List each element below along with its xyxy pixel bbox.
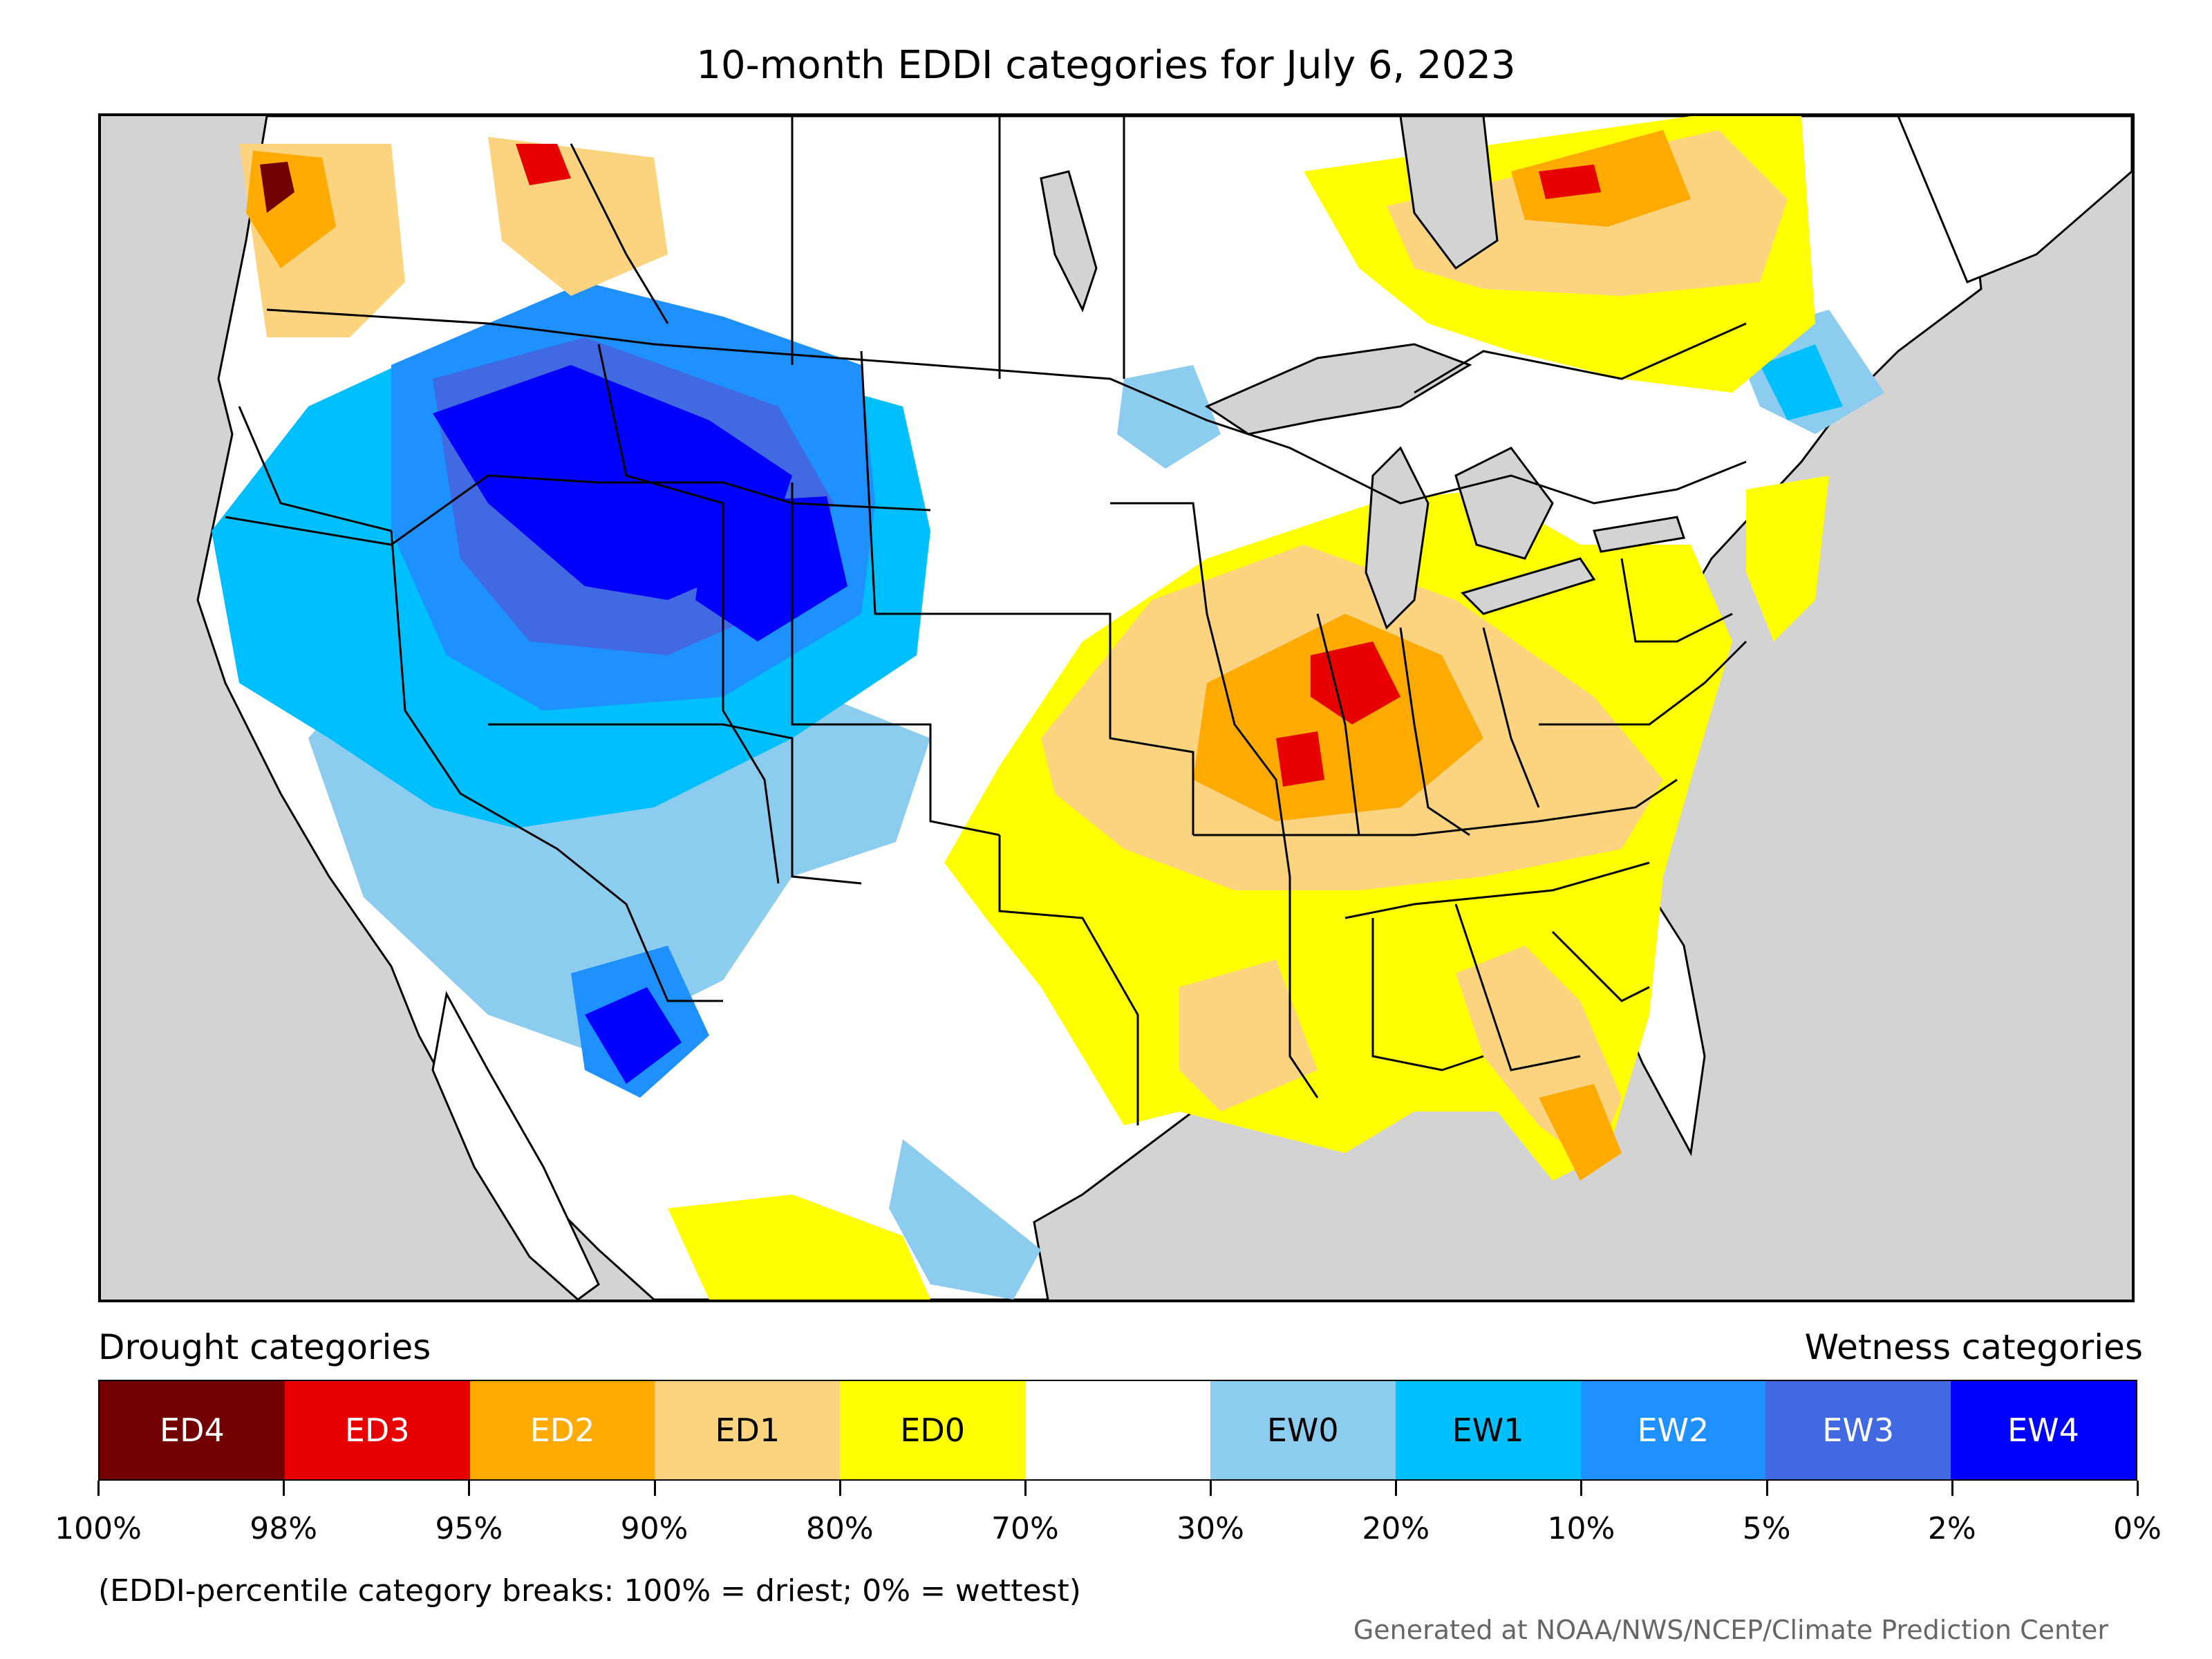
colorbar-tick-label: 98% <box>250 1511 318 1546</box>
map-canvas <box>196 116 2132 1300</box>
category-patches <box>212 116 1884 1300</box>
colorbar-tick <box>1395 1481 1398 1496</box>
colorbar-tick <box>468 1481 471 1496</box>
ed1-louisiana <box>1179 959 1318 1112</box>
colorbar-tick <box>2137 1481 2139 1496</box>
ed3-region <box>1311 641 1400 724</box>
colorbar-ticks <box>97 1481 2139 1497</box>
colorbar-cell-ew0: EW0 <box>1210 1381 1396 1479</box>
colorbar-cell-ed0: ED0 <box>840 1381 1026 1479</box>
ed0-south-texas <box>668 1194 930 1300</box>
lake-huron <box>1454 447 1554 560</box>
colorbar-cell-ed1: ED1 <box>655 1381 841 1479</box>
colorbar-cell-normal <box>1025 1381 1210 1479</box>
us-canada-border <box>266 308 1747 505</box>
hudson-bay-tip <box>1399 116 1499 270</box>
ew4-region-2 <box>695 496 847 641</box>
colorbar-tick-label: 100% <box>55 1511 142 1546</box>
colorbar-cell-ed3: ED3 <box>284 1381 470 1479</box>
lake-superior <box>1204 343 1472 435</box>
colorbar-tick-label: 70% <box>991 1511 1059 1546</box>
ew0-texas-coast <box>889 1139 1041 1300</box>
ed3-ontario <box>1539 165 1601 199</box>
colorbar-tick-label: 30% <box>1177 1511 1244 1546</box>
category-breaks-note: (EDDI-percentile category breaks: 100% =… <box>98 1573 1081 1609</box>
colorbar-tick <box>1765 1481 1768 1496</box>
colorbar-cell-ed4: ED4 <box>100 1381 285 1479</box>
colorbar-cell-ed2: ED2 <box>469 1381 655 1479</box>
colorbar-tick-label: 80% <box>805 1511 874 1546</box>
category-colorbar: ED4 ED3 ED2 ED1 ED0 EW0 EW1 EW2 EW3 EW4 <box>98 1380 2137 1481</box>
colorbar-cell-ew3: EW3 <box>1765 1381 1951 1479</box>
ed2-region <box>1193 614 1483 821</box>
colorbar-tick-label: 5% <box>1742 1511 1791 1546</box>
colorbar-tick-label: 95% <box>435 1511 503 1546</box>
ed3-bc <box>516 144 571 185</box>
colorbar-tick <box>838 1481 841 1496</box>
colorbar-cell-ew2: EW2 <box>1580 1381 1766 1479</box>
ew0-great-lakes-west <box>1117 365 1221 469</box>
lake-erie <box>1461 557 1596 615</box>
map-title: 10-month EDDI categories for July 6, 202… <box>696 43 1516 88</box>
drought-categories-heading: Drought categories <box>98 1327 431 1367</box>
colorbar-cell-ew1: EW1 <box>1395 1381 1581 1479</box>
colorbar-tick <box>1210 1481 1212 1496</box>
water-bodies <box>1040 116 1685 630</box>
political-borders <box>225 116 1747 1125</box>
ew1-quebec <box>1760 344 1843 420</box>
baja-land <box>431 991 600 1300</box>
lake-ontario <box>1593 516 1685 553</box>
ed4-pacific-nw <box>260 162 294 213</box>
ed3-region-2 <box>1276 731 1324 787</box>
ew4-arizona <box>585 987 682 1084</box>
colorbar-tick <box>283 1481 285 1496</box>
ed2-ontario <box>1511 130 1691 227</box>
lake-winnipeg <box>1040 170 1098 312</box>
canada-east-land <box>1897 116 2132 283</box>
wetness-categories-heading: Wetness categories <box>1804 1327 2143 1367</box>
colorbar-tick <box>1024 1481 1027 1496</box>
colorbar-tick <box>97 1481 100 1496</box>
credit-line: Generated at NOAA/NWS/NCEP/Climate Predi… <box>1353 1615 2108 1645</box>
colorbar-tick <box>1580 1481 1583 1496</box>
colorbar-tick-label: 90% <box>620 1511 688 1546</box>
colorbar-tick-label: 0% <box>2113 1511 2162 1546</box>
colorbar-cell-ew4: EW4 <box>1951 1381 2136 1479</box>
colorbar-tick-label: 10% <box>1547 1511 1615 1546</box>
colorbar-tick <box>653 1481 656 1496</box>
colorbar-tick-label: 2% <box>1927 1511 1976 1546</box>
colorbar-tick-label: 20% <box>1362 1511 1430 1546</box>
eddi-map <box>98 113 2135 1302</box>
ed2-florida <box>1539 1084 1622 1181</box>
colorbar-tick <box>1951 1481 1953 1496</box>
ed0-northeast <box>1746 476 1829 641</box>
